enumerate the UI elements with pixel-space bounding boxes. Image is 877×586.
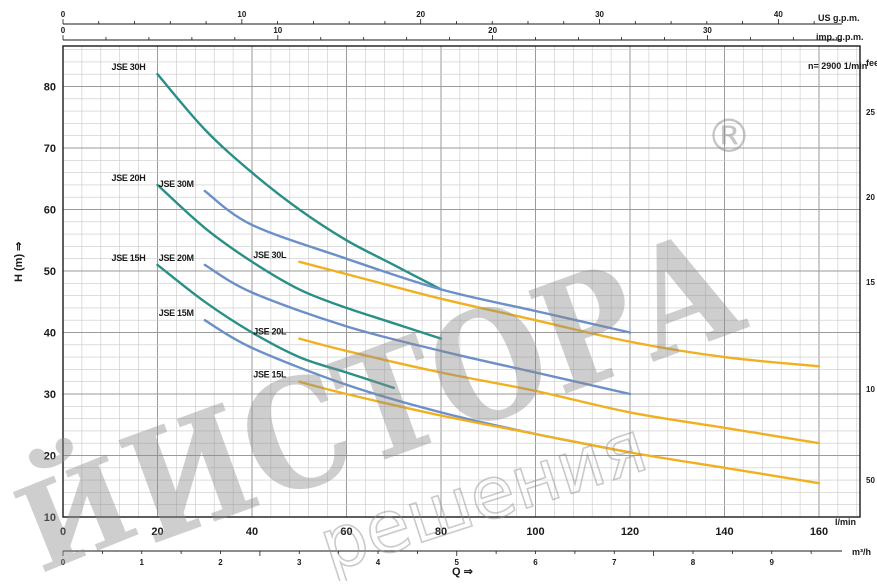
us-gpm-tick-label: 30 bbox=[595, 10, 604, 19]
series-line-jse-20l bbox=[298, 337, 821, 445]
y-tick-label: 50 bbox=[44, 266, 56, 278]
right-tick-label: 10 bbox=[866, 385, 875, 394]
x-tick-label: 140 bbox=[715, 526, 733, 538]
series-line-jse-15h bbox=[156, 263, 395, 390]
plot-frame bbox=[62, 45, 861, 518]
series-line-jse-20h bbox=[156, 183, 443, 340]
x-tick-label: 80 bbox=[435, 526, 447, 538]
y-tick-label: 40 bbox=[44, 328, 56, 340]
y-tick-label: 30 bbox=[44, 389, 56, 401]
m3h-tick-label: 2 bbox=[218, 558, 223, 567]
x-tick-label: 100 bbox=[526, 526, 544, 538]
us-gpm-tick-label: 10 bbox=[237, 10, 246, 19]
right-tick-label: 25 bbox=[866, 108, 875, 117]
m3h-tick-label: 0 bbox=[61, 558, 66, 567]
series-label-jse-20h: JSE 20H bbox=[112, 173, 146, 183]
us-gpm-tick-label: 20 bbox=[416, 10, 425, 19]
x-tick-label: 20 bbox=[151, 526, 163, 538]
series-label-jse-30h: JSE 30H bbox=[112, 62, 146, 72]
series-line-jse-30h bbox=[156, 73, 443, 291]
m3h-tick-label: 8 bbox=[691, 558, 696, 567]
us-gpm-tick-label: 40 bbox=[774, 10, 783, 19]
right-tick-label: 50 bbox=[866, 476, 875, 485]
right-tick-label: 20 bbox=[866, 193, 875, 202]
series-line-jse-30m bbox=[203, 189, 632, 334]
imp-gpm-tick-label: 0 bbox=[61, 26, 66, 35]
series-line-jse-30l bbox=[298, 260, 821, 368]
m3h-tick-label: 7 bbox=[612, 558, 617, 567]
imp-gpm-unit-label: imp. g.p.m. bbox=[816, 32, 864, 42]
y-tick-label: 10 bbox=[44, 512, 56, 524]
imp-gpm-tick-label: 20 bbox=[488, 26, 497, 35]
y-tick-label: 70 bbox=[44, 143, 56, 155]
right-tick-label: 15 bbox=[866, 278, 875, 287]
x-tick-label: 120 bbox=[621, 526, 639, 538]
us-gpm-unit-label: US g.p.m. bbox=[818, 13, 860, 23]
series-label-jse-30l: JSE 30L bbox=[253, 250, 287, 260]
labels-group: JSE 30H JSE 20H JSE 15H JSE 30M JSE 20M JSE 1… bbox=[112, 62, 288, 380]
m3h-tick-label: 6 bbox=[533, 558, 538, 567]
series-group bbox=[156, 73, 821, 485]
m3h-unit-label: m³/h bbox=[852, 547, 871, 557]
series-label-jse-30m: JSE 30M bbox=[159, 179, 194, 189]
imp-gpm-tick-label: 10 bbox=[273, 26, 282, 35]
m3h-tick-label: 4 bbox=[376, 558, 381, 567]
m3h-tick-label: 5 bbox=[455, 558, 460, 567]
y-tick-label: 80 bbox=[44, 82, 56, 94]
watermark-reg: ® bbox=[706, 109, 752, 163]
series-label-jse-20l: JSE 20L bbox=[253, 327, 287, 337]
series-line-jse-20m bbox=[203, 263, 632, 396]
series-label-jse-15m: JSE 15M bbox=[159, 308, 194, 318]
m3h-tick-label: 9 bbox=[770, 558, 775, 567]
series-label-jse-15l: JSE 15L bbox=[253, 370, 287, 380]
x-tick-label: 0 bbox=[60, 526, 66, 538]
imp-gpm-tick-label: 30 bbox=[703, 26, 712, 35]
x-tick-label: 40 bbox=[246, 526, 258, 538]
x-unit-label: l/min bbox=[835, 517, 856, 527]
series-label-jse-15h: JSE 15H bbox=[112, 253, 146, 263]
speed-annotation: n= 2900 1/min bbox=[808, 61, 867, 71]
x-axis-title: Q ⇒ bbox=[452, 566, 473, 578]
m3h-tick-label: 3 bbox=[297, 558, 302, 567]
y-tick-label: 20 bbox=[44, 451, 56, 463]
series-label-jse-20m: JSE 20M bbox=[159, 253, 194, 263]
y-tick-label: 60 bbox=[44, 205, 56, 217]
series-line-jse-15l bbox=[298, 380, 821, 485]
x-tick-label: 60 bbox=[340, 526, 352, 538]
x-tick-label: 160 bbox=[810, 526, 828, 538]
feet-unit-label: feet bbox=[866, 58, 877, 68]
m3h-tick-label: 1 bbox=[140, 558, 145, 567]
us-gpm-tick-label: 0 bbox=[61, 10, 66, 19]
y-axis-title: H (m) ⇒ bbox=[13, 242, 25, 282]
